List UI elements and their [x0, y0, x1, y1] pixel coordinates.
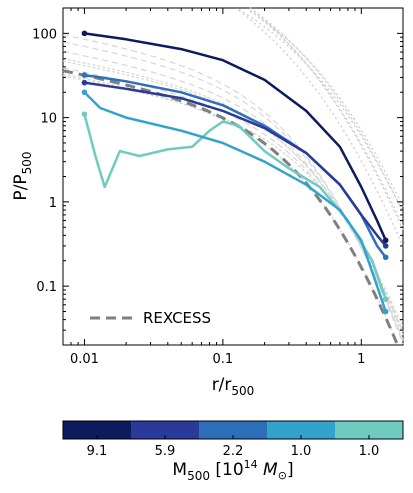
x-axis-label-text: r/r [212, 375, 232, 395]
series-end-point-1 [382, 237, 389, 244]
colorbar-tick-label: 2.2 [223, 444, 244, 459]
colorbar: 9.1 5.9 2.2 1.0 1.0 [62, 420, 404, 459]
series-line-2 [84, 81, 387, 247]
background-profile-6 [62, 60, 404, 332]
series-end-point-3 [382, 254, 389, 261]
series-line-1 [84, 32, 387, 241]
series-group [81, 30, 389, 315]
colorbar-label-sub: 500 [187, 469, 210, 483]
plot-frame [62, 7, 404, 346]
colorbar-segment-4 [267, 421, 336, 439]
series-start-point-4 [81, 89, 88, 96]
series-line-4 [83, 91, 387, 312]
x-tick-label: 0.01 [70, 352, 99, 367]
background-profile-dotted-5 [238, 9, 404, 247]
y-axis-label-sub: 500 [20, 151, 34, 174]
legend-label: REXCESS [143, 309, 211, 327]
y-axis-label-text: P/P [11, 174, 31, 200]
x-axis-label: r/r500 [212, 375, 255, 398]
series-line-5 [83, 113, 387, 300]
colorbar-label-m: M [172, 460, 187, 480]
background-profile-8 [62, 73, 398, 343]
legend: REXCESS [90, 309, 211, 327]
colorbar-label-close: ] [287, 460, 294, 480]
rexcess-line [62, 69, 399, 345]
y-tick-label: 100 [32, 27, 57, 42]
colorbar-label-unit: M [258, 460, 278, 480]
series-start-point-3 [81, 72, 88, 78]
colorbar-label-rest: [10 [210, 460, 244, 480]
colorbar-label-unit-sub: ⊙ [278, 469, 287, 482]
y-axis-label: P/P500 [11, 151, 34, 200]
colorbar-tick-label: 1.0 [359, 444, 380, 459]
axis-ticks: 0.01 0.1 1 0.1 1 10 100 [32, 8, 403, 367]
colorbar-tick-label: 9.1 [87, 444, 108, 459]
background-profile-3 [62, 50, 404, 340]
background-profile-dotted-4 [249, 10, 404, 227]
series-end-point-5 [382, 296, 389, 302]
series-start-point-2 [81, 79, 88, 86]
colorbar-segment-5 [335, 421, 404, 439]
y-tick-label: 1 [49, 196, 57, 211]
colorbar-label-sup: 14 [244, 458, 258, 471]
colorbar-label: M500 [1014 M⊙] [172, 458, 293, 483]
colorbar-tick-label: 5.9 [155, 444, 176, 459]
background-profile-2 [62, 58, 404, 336]
x-axis-label-sub: 500 [231, 384, 254, 398]
y-tick-label: 10 [40, 112, 57, 127]
background-profiles [62, 7, 404, 344]
x-tick-label: 1 [357, 352, 365, 367]
y-tick-label: 0.1 [36, 280, 57, 295]
colorbar-segment-3 [199, 421, 268, 439]
colorbar-segment-2 [131, 421, 200, 439]
series-end-point-4 [382, 308, 389, 315]
colorbar-segment-1 [63, 421, 132, 439]
series-line-3 [84, 73, 387, 259]
background-profile-dotted-3 [238, 8, 404, 213]
colorbar-tick-label: 1.0 [291, 444, 312, 459]
series-end-point-2 [382, 243, 389, 249]
rexcess-profile [62, 69, 399, 345]
background-profile-dotted-1 [249, 10, 404, 208]
series-start-point-1 [81, 30, 88, 37]
x-tick-label: 0.1 [213, 352, 234, 367]
series-start-point-5 [81, 111, 88, 117]
background-profile-dotted-6 [249, 7, 404, 214]
